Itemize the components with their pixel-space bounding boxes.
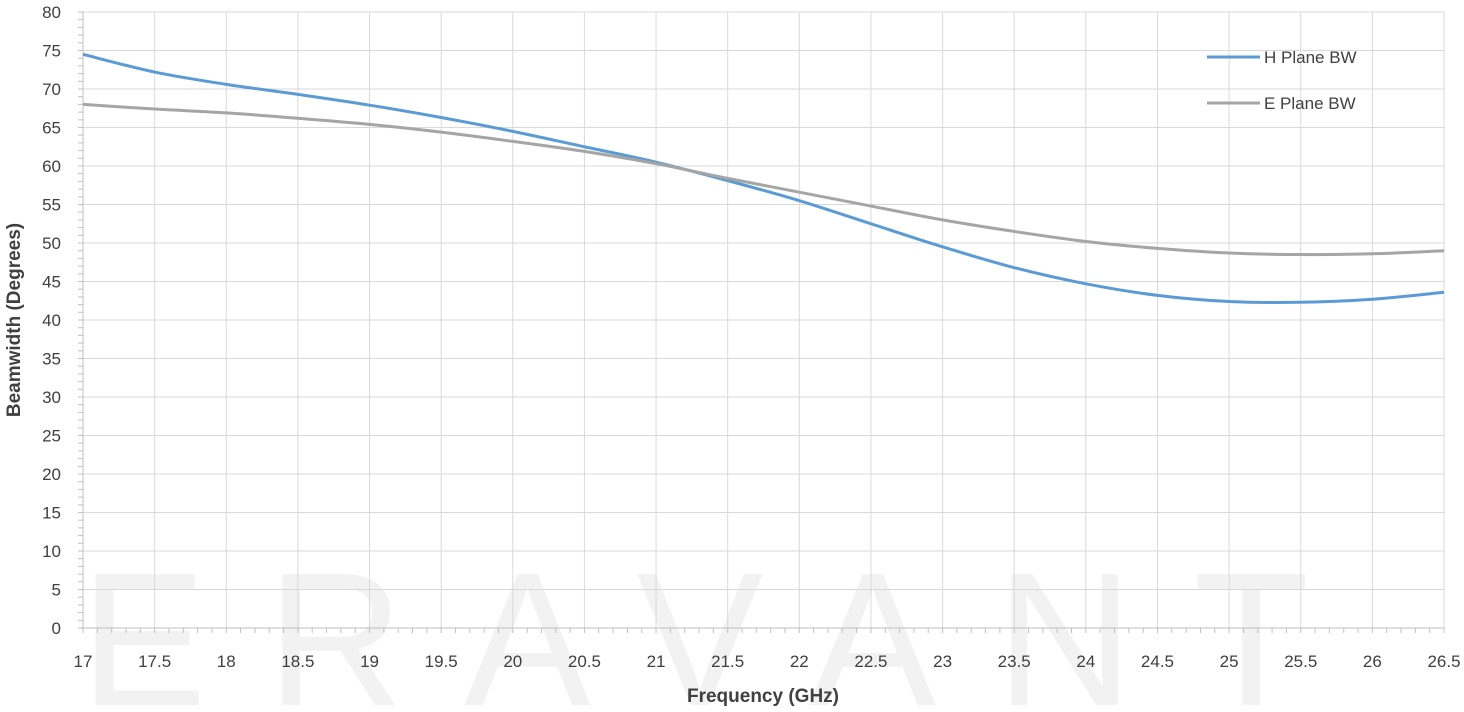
y-tick-label: 15 [42,504,61,523]
y-tick-label: 20 [42,465,61,484]
x-tick-label: 23.5 [998,652,1031,671]
x-tick-labels: 17 17.5 18 18.5 19 19.5 20 20.5 21 21.5 22 22.5 23 23… [74,652,1461,671]
x-tick-label: 22 [790,652,809,671]
y-tick-label: 70 [42,80,61,99]
x-tick-label: 24.5 [1141,652,1174,671]
y-tick-label: 50 [42,234,61,253]
x-tick-label: 23 [933,652,952,671]
legend: H Plane BW E Plane BW [1207,48,1357,113]
y-tick-label: 25 [42,427,61,446]
legend-label: E Plane BW [1264,94,1356,113]
y-tick-label: 75 [42,42,61,61]
y-tick-label: 40 [42,311,61,330]
x-tick-label: 17.5 [138,652,171,671]
x-tick-label: 18 [217,652,236,671]
x-tick-label: 26.5 [1427,652,1460,671]
x-tick-label: 25.5 [1284,652,1317,671]
series-line-h-plane [82,52,1445,305]
x-tick-label: 21.5 [711,652,744,671]
legend-label: H Plane BW [1264,48,1357,67]
y-tick-label: 10 [42,542,61,561]
y-tick-label: 65 [42,119,61,138]
y-tick-label: 55 [42,196,61,215]
x-tick-label: 24 [1076,652,1095,671]
y-tick-label: 60 [42,157,61,176]
y-tick-labels: 0 5 10 15 20 25 30 35 40 45 50 55 60 65 70 75 80 [42,3,61,638]
series-lines [82,52,1445,305]
y-tick-label: 80 [42,3,61,22]
x-tick-label: 19 [360,652,379,671]
x-tick-label: 20.5 [568,652,601,671]
brand-watermark: ERAVANT [80,534,1369,712]
x-tick-label: 18.5 [281,652,314,671]
y-tick-label: 45 [42,273,61,292]
y-tick-label: 5 [52,581,61,600]
grid-lines [82,11,1445,629]
x-tick-label: 20 [503,652,522,671]
y-tick-label: 35 [42,350,61,369]
y-tick-label: 0 [52,619,61,638]
x-tick-label: 26 [1363,652,1382,671]
series-line-e-plane [82,102,1445,257]
minor-ticks [78,11,1445,633]
x-tick-label: 25 [1220,652,1239,671]
y-axis-title: Beamwidth (Degrees) [4,223,25,417]
x-tick-label: 21 [647,652,666,671]
x-axis-title: Frequency (GHz) [687,686,839,707]
x-tick-label: 22.5 [854,652,887,671]
x-tick-label: 19.5 [425,652,458,671]
y-tick-label: 30 [42,388,61,407]
x-tick-label: 17 [74,652,93,671]
